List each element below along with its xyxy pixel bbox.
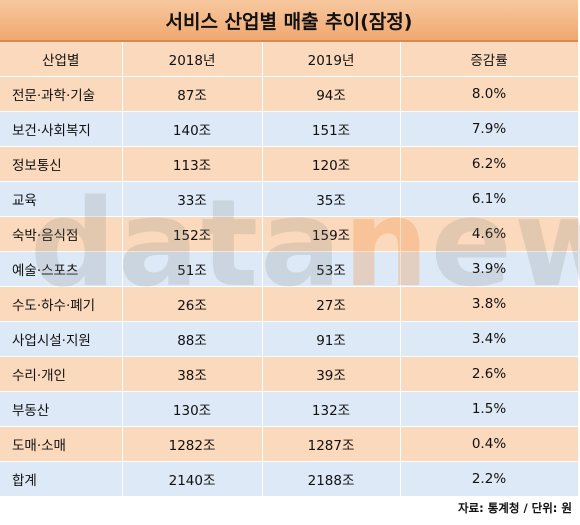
row-2019: 39조: [262, 356, 401, 392]
table-row: 수리·개인 38조 39조 2.6%: [0, 356, 579, 392]
row-2018: 152조: [122, 216, 263, 252]
row-industry: 예술·스포츠: [0, 251, 123, 287]
source-note: 자료: 통계청 / 단위: 원: [457, 501, 572, 515]
header-2019: 2019년: [262, 42, 401, 77]
row-2019: 91조: [262, 321, 401, 357]
row-rate: 0.4%: [400, 426, 579, 462]
table-row: 숙박·음식점 152조 159조 4.6%: [0, 216, 579, 252]
row-industry: 정보통신: [0, 146, 123, 182]
row-rate: 2.6%: [400, 356, 579, 392]
row-2018: 140조: [122, 111, 263, 147]
row-2018: 26조: [122, 286, 263, 322]
row-rate: 1.5%: [400, 391, 579, 427]
table-row: 정보통신 113조 120조 6.2%: [0, 146, 579, 182]
row-2019: 151조: [262, 111, 401, 147]
table-row: 예술·스포츠 51조 53조 3.9%: [0, 251, 579, 287]
row-2019: 35조: [262, 181, 401, 217]
row-industry: 숙박·음식점: [0, 216, 123, 252]
row-2018: 38조: [122, 356, 263, 392]
table-row: 전문·과학·기술 87조 94조 8.0%: [0, 76, 579, 112]
row-industry: 수도·하수·폐기: [0, 286, 123, 322]
row-2018: 1282조: [122, 426, 263, 462]
row-2019: 120조: [262, 146, 401, 182]
row-industry: 보건·사회복지: [0, 111, 123, 147]
row-2019: 27조: [262, 286, 401, 322]
sales-table: 산업별 2018년 2019년 증감률 전문·과학·기술 87조 94조 8.0…: [0, 42, 579, 497]
table-row: 교육 33조 35조 6.1%: [0, 181, 579, 217]
row-2019: 1287조: [262, 426, 401, 462]
row-industry: 도매·소매: [0, 426, 123, 462]
table-frame: 서비스 산업별 매출 추이(잠정) 산업별 2018년 2019년 증감률 전문…: [0, 0, 580, 497]
row-2019: 94조: [262, 76, 401, 112]
header-rate: 증감률: [400, 42, 579, 77]
header-row: 산업별 2018년 2019년 증감률: [0, 42, 579, 77]
row-industry: 사업시설·지원: [0, 321, 123, 357]
row-2018: 51조: [122, 251, 263, 287]
table-row: 부동산 130조 132조 1.5%: [0, 391, 579, 427]
header-2018: 2018년: [122, 42, 263, 77]
table-row: 수도·하수·폐기 26조 27조 3.8%: [0, 286, 579, 322]
row-rate: 8.0%: [400, 76, 579, 112]
row-rate: 7.9%: [400, 111, 579, 147]
row-rate: 6.1%: [400, 181, 579, 217]
table-row: 사업시설·지원 88조 91조 3.4%: [0, 321, 579, 357]
row-2019: 132조: [262, 391, 401, 427]
table-row: 도매·소매 1282조 1287조 0.4%: [0, 426, 579, 462]
row-2018: 130조: [122, 391, 263, 427]
row-industry: 전문·과학·기술: [0, 76, 123, 112]
row-2018: 87조: [122, 76, 263, 112]
row-industry: 수리·개인: [0, 356, 123, 392]
row-2018: 33조: [122, 181, 263, 217]
row-2018: 88조: [122, 321, 263, 357]
row-2019: 53조: [262, 251, 401, 287]
total-2019: 2188조: [262, 461, 401, 497]
row-rate: 3.8%: [400, 286, 579, 322]
row-2019: 159조: [262, 216, 401, 252]
table-row: 보건·사회복지 140조 151조 7.9%: [0, 111, 579, 147]
total-row: 합계 2140조 2188조 2.2%: [0, 461, 579, 497]
header-industry: 산업별: [0, 42, 123, 77]
row-2018: 113조: [122, 146, 263, 182]
total-2018: 2140조: [122, 461, 263, 497]
table-title: 서비스 산업별 매출 추이(잠정): [0, 0, 578, 42]
row-rate: 3.4%: [400, 321, 579, 357]
total-label: 합계: [0, 461, 123, 497]
row-rate: 3.9%: [400, 251, 579, 287]
row-rate: 6.2%: [400, 146, 579, 182]
total-rate: 2.2%: [400, 461, 579, 497]
row-industry: 부동산: [0, 391, 123, 427]
row-industry: 교육: [0, 181, 123, 217]
row-rate: 4.6%: [400, 216, 579, 252]
